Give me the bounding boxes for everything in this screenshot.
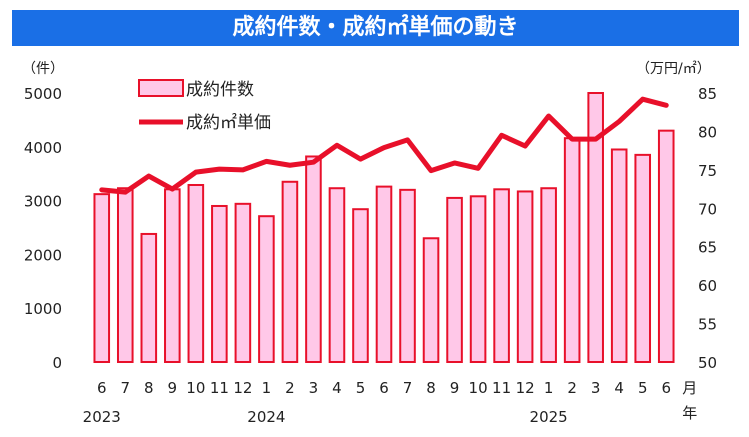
left-axis-tick-label: 1000 bbox=[24, 300, 62, 318]
left-axis-tick-label: 5000 bbox=[24, 85, 62, 103]
count-bar bbox=[352, 208, 369, 363]
right-axis-tick-label: 65 bbox=[698, 239, 717, 257]
month-tick-label: 6 bbox=[379, 379, 389, 397]
year-label: 2024 bbox=[247, 408, 285, 426]
month-tick-label: 11 bbox=[210, 379, 229, 397]
count-bar bbox=[305, 155, 322, 363]
right-axis-tick-label: 60 bbox=[698, 277, 717, 295]
month-tick-label: 3 bbox=[309, 379, 319, 397]
right-axis-unit: （万円/㎡） bbox=[636, 61, 711, 77]
count-bar bbox=[634, 153, 652, 363]
month-tick-label: 7 bbox=[121, 379, 131, 397]
count-bar bbox=[540, 187, 557, 363]
month-tick-label: 1 bbox=[544, 379, 554, 397]
count-bar bbox=[211, 204, 228, 363]
count-bar bbox=[563, 137, 581, 363]
month-tick-label: 5 bbox=[356, 379, 366, 397]
month-tick-label: 6 bbox=[661, 379, 671, 397]
month-tick-label: 10 bbox=[469, 379, 488, 397]
count-bar bbox=[493, 188, 510, 363]
count-bar bbox=[93, 193, 111, 363]
month-tick-label: 5 bbox=[638, 379, 648, 397]
month-tick-label: 4 bbox=[332, 379, 342, 397]
right-axis-tick-label: 50 bbox=[698, 354, 717, 372]
count-bar bbox=[375, 185, 393, 363]
legend-bar-label: 成約件数 bbox=[186, 80, 254, 100]
count-bar bbox=[281, 180, 299, 363]
month-tick-label: 12 bbox=[233, 379, 252, 397]
month-tick-label: 8 bbox=[426, 379, 436, 397]
month-tick-label: 3 bbox=[591, 379, 601, 397]
month-tick-label: 4 bbox=[614, 379, 624, 397]
count-bar bbox=[610, 148, 628, 363]
month-tick-label: 2 bbox=[567, 379, 577, 397]
month-tick-label: 6 bbox=[97, 379, 107, 397]
month-tick-label: 1 bbox=[262, 379, 272, 397]
month-axis-suffix: 月 bbox=[682, 379, 697, 397]
left-axis-tick-label: 2000 bbox=[24, 246, 62, 264]
count-bar bbox=[116, 187, 134, 363]
count-bar bbox=[164, 188, 181, 363]
count-bar bbox=[587, 92, 604, 363]
month-tick-label: 7 bbox=[403, 379, 413, 397]
year-label: 2023 bbox=[83, 408, 121, 426]
count-bar bbox=[657, 129, 675, 363]
right-axis-tick-label: 70 bbox=[698, 200, 717, 218]
count-bar bbox=[258, 215, 275, 363]
right-axis-tick-label: 55 bbox=[698, 316, 717, 334]
price-line bbox=[99, 96, 669, 195]
left-axis-tick-label: 4000 bbox=[24, 139, 62, 157]
right-axis-tick-label: 80 bbox=[698, 123, 717, 141]
month-tick-label: 11 bbox=[492, 379, 511, 397]
left-axis-unit: （件） bbox=[22, 61, 64, 77]
month-tick-label: 9 bbox=[168, 379, 178, 397]
year-axis-suffix: 年 bbox=[682, 404, 697, 422]
count-bar bbox=[516, 190, 534, 363]
right-axis-tick-label: 85 bbox=[698, 85, 717, 103]
month-tick-label: 9 bbox=[450, 379, 460, 397]
count-bar bbox=[446, 196, 463, 363]
year-label: 2025 bbox=[530, 408, 568, 426]
month-tick-label: 8 bbox=[144, 379, 154, 397]
count-bar bbox=[234, 202, 252, 363]
month-tick-label: 2 bbox=[285, 379, 295, 397]
count-bar bbox=[140, 232, 158, 363]
legend-bar-swatch bbox=[138, 79, 184, 97]
left-axis-tick-label: 3000 bbox=[24, 193, 62, 211]
month-tick-label: 12 bbox=[516, 379, 535, 397]
count-bar bbox=[399, 188, 416, 363]
chart-title: 成約件数・成約㎡単価の動き bbox=[12, 10, 739, 46]
left-axis-tick-label: 0 bbox=[52, 354, 62, 372]
month-tick-label: 10 bbox=[186, 379, 205, 397]
legend-line-label: 成約㎡単価 bbox=[186, 113, 271, 133]
count-bar bbox=[328, 187, 346, 363]
count-bar bbox=[187, 183, 205, 363]
count-bar bbox=[422, 237, 440, 363]
right-axis-tick-label: 75 bbox=[698, 162, 717, 180]
count-bar bbox=[469, 195, 487, 363]
